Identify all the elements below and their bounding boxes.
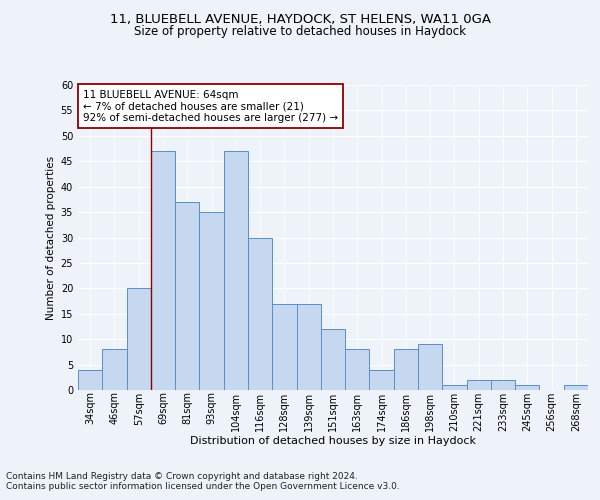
Bar [175, 202, 199, 390]
Bar [321, 329, 345, 390]
Bar [491, 380, 515, 390]
Bar [151, 151, 175, 390]
Bar [272, 304, 296, 390]
Bar [370, 370, 394, 390]
Bar [564, 385, 588, 390]
Text: Contains HM Land Registry data © Crown copyright and database right 2024.: Contains HM Land Registry data © Crown c… [6, 472, 358, 481]
Bar [248, 238, 272, 390]
Bar [199, 212, 224, 390]
Bar [78, 370, 102, 390]
Bar [224, 151, 248, 390]
Bar [127, 288, 151, 390]
Bar [394, 350, 418, 390]
Bar [467, 380, 491, 390]
Bar [296, 304, 321, 390]
Bar [418, 344, 442, 390]
X-axis label: Distribution of detached houses by size in Haydock: Distribution of detached houses by size … [190, 436, 476, 446]
Bar [442, 385, 467, 390]
Bar [515, 385, 539, 390]
Text: Size of property relative to detached houses in Haydock: Size of property relative to detached ho… [134, 25, 466, 38]
Text: 11 BLUEBELL AVENUE: 64sqm
← 7% of detached houses are smaller (21)
92% of semi-d: 11 BLUEBELL AVENUE: 64sqm ← 7% of detach… [83, 90, 338, 123]
Bar [345, 350, 370, 390]
Text: 11, BLUEBELL AVENUE, HAYDOCK, ST HELENS, WA11 0GA: 11, BLUEBELL AVENUE, HAYDOCK, ST HELENS,… [110, 12, 491, 26]
Text: Contains public sector information licensed under the Open Government Licence v3: Contains public sector information licen… [6, 482, 400, 491]
Y-axis label: Number of detached properties: Number of detached properties [46, 156, 56, 320]
Bar [102, 350, 127, 390]
